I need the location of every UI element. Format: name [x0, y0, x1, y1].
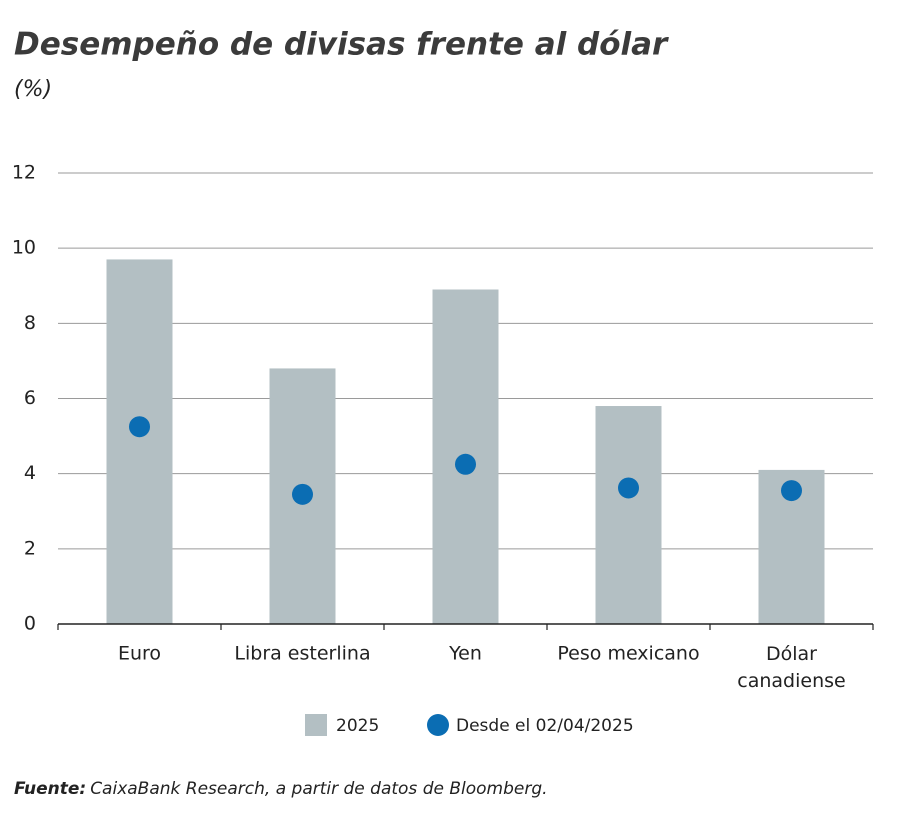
- x-tick-label-line: canadiense: [737, 670, 845, 692]
- dot: [618, 477, 639, 499]
- legend-label: 2025: [336, 716, 379, 736]
- x-tick-label: Euro: [118, 643, 161, 665]
- dot: [455, 453, 476, 475]
- bar: [106, 259, 173, 624]
- y-tick-label: 10: [12, 237, 36, 259]
- legend-swatch: [427, 714, 449, 736]
- dot: [781, 480, 802, 502]
- legend-label: Desde el 02/04/2025: [456, 716, 634, 736]
- y-tick-label: 4: [24, 462, 36, 484]
- source-text: CaixaBank Research, a partir de datos de…: [90, 779, 547, 799]
- source-label: Fuente:: [14, 779, 86, 799]
- y-tick-label: 2: [24, 537, 36, 559]
- y-tick-label: 6: [24, 387, 36, 409]
- source: Fuente: CaixaBank Research, a partir de d…: [14, 779, 548, 799]
- dot: [129, 416, 150, 438]
- bar: [595, 406, 662, 624]
- x-tick-label: Yen: [448, 643, 482, 665]
- dot: [292, 483, 313, 505]
- x-tick-label-line: Dólar: [766, 643, 817, 665]
- y-tick-label: 12: [12, 162, 36, 184]
- x-tick-label: Peso mexicano: [557, 643, 699, 665]
- y-tick-label: 0: [24, 613, 36, 635]
- legend-swatch: [305, 714, 327, 736]
- y-tick-label: 8: [24, 312, 36, 334]
- chart-title: Desempeño de divisas frente al dólar: [14, 27, 669, 63]
- chart-subtitle: (%): [14, 77, 52, 102]
- x-tick-label: Dólar canadiense: [737, 643, 845, 692]
- x-tick-label: Libra esterlina: [234, 643, 370, 665]
